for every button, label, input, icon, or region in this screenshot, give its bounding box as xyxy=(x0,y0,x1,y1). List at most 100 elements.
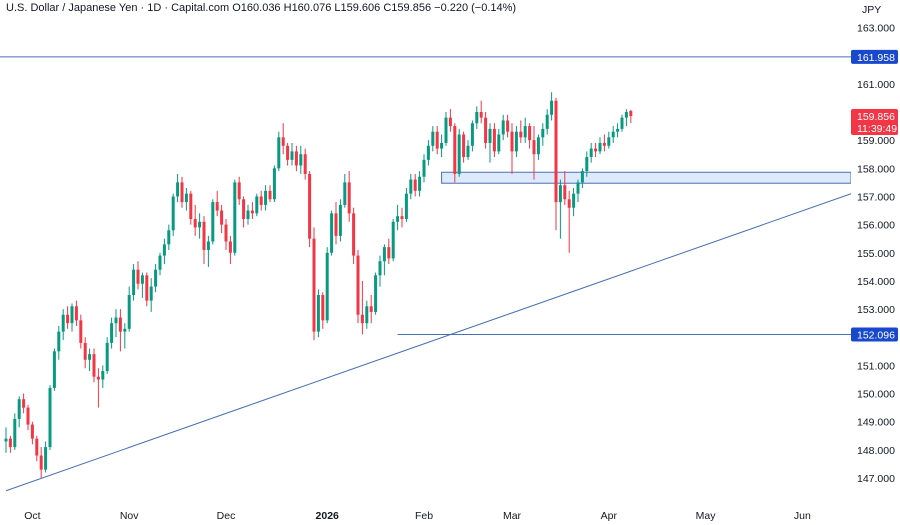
candle xyxy=(167,224,171,250)
candle-body xyxy=(448,117,452,127)
candle xyxy=(158,252,162,276)
candle-body xyxy=(572,193,576,208)
candle xyxy=(220,204,224,234)
candle xyxy=(22,393,26,414)
candle-body xyxy=(145,275,149,301)
price-axis[interactable]: JPY 147.000 148.000 149.000 150.000 151.000 1… xyxy=(851,0,900,525)
level-badge xyxy=(851,327,898,342)
candle xyxy=(404,188,408,222)
ohlc-close: C159.856 xyxy=(383,2,432,14)
candle-body xyxy=(272,168,276,200)
candle xyxy=(105,337,109,374)
symbol-title[interactable]: U.S. Dollar / Japanese Yen · 1D · Capita… xyxy=(6,2,230,14)
time-tick-label: Jun xyxy=(794,510,811,522)
candle xyxy=(4,427,8,453)
candle-body xyxy=(92,354,96,377)
candle xyxy=(250,202,254,219)
candle-body xyxy=(554,100,558,203)
candle-body xyxy=(506,120,510,132)
time-axis[interactable]: Oct Nov Dec 2026 Feb Mar Apr May Jun xyxy=(24,510,811,522)
time-tick-label: Feb xyxy=(415,510,433,522)
candle xyxy=(321,292,325,329)
candle-body xyxy=(580,171,584,183)
candle xyxy=(488,123,492,163)
candle-body xyxy=(435,131,439,149)
candle-body xyxy=(294,151,298,166)
candle-body xyxy=(369,306,373,312)
candle xyxy=(255,193,259,217)
candle xyxy=(528,123,532,149)
candle xyxy=(457,128,461,177)
candle-body xyxy=(343,182,347,205)
candle-body xyxy=(426,145,430,160)
candle xyxy=(484,111,488,149)
candle xyxy=(325,247,329,324)
candle xyxy=(598,137,602,155)
candle xyxy=(440,134,444,158)
price-tick-label: 161.000 xyxy=(857,79,895,91)
candle-body xyxy=(514,131,518,152)
time-tick-label: Oct xyxy=(24,510,40,522)
candle xyxy=(554,97,558,231)
candle-body xyxy=(83,342,87,360)
candle xyxy=(563,171,567,205)
time-tick-label: 2026 xyxy=(316,510,340,522)
candle-body xyxy=(378,261,382,276)
candle xyxy=(343,173,347,208)
price-tick-label: 150.000 xyxy=(857,389,895,401)
candle-body xyxy=(140,275,144,284)
candle xyxy=(290,142,294,166)
candle xyxy=(418,171,422,197)
candle xyxy=(123,323,127,349)
candle-body xyxy=(360,314,364,324)
candle xyxy=(189,190,193,225)
candle-body xyxy=(206,241,210,250)
candle xyxy=(567,190,571,253)
candle-body xyxy=(22,399,26,408)
candle xyxy=(118,309,122,352)
price-tick-label: 163.000 xyxy=(857,23,895,35)
price-tick-label: 147.000 xyxy=(857,473,895,485)
candle xyxy=(211,199,215,245)
candle-body xyxy=(374,275,378,312)
candle xyxy=(629,109,633,124)
price-tick-label: 148.000 xyxy=(857,445,895,457)
candle-body xyxy=(4,438,8,442)
candle-body xyxy=(237,182,241,200)
candle-body xyxy=(224,224,228,242)
candle-body xyxy=(550,100,554,115)
candle-body xyxy=(624,111,628,118)
candle-body xyxy=(162,244,166,256)
candle-body xyxy=(30,424,34,439)
candle xyxy=(580,168,584,189)
candle-body xyxy=(127,295,131,329)
candle-body xyxy=(338,204,342,236)
trendline-layer xyxy=(5,193,852,492)
ohlc-low: L159.606 xyxy=(334,2,381,14)
candle xyxy=(184,188,188,211)
level-badge-label: 152.096 xyxy=(857,330,895,342)
candle xyxy=(426,140,430,166)
candle xyxy=(462,131,466,163)
candle xyxy=(616,123,620,138)
candle xyxy=(264,185,268,211)
candles xyxy=(4,92,633,479)
candle xyxy=(312,227,316,341)
candle-body xyxy=(136,269,140,284)
candle-body xyxy=(167,230,171,245)
candle-body xyxy=(589,148,593,158)
candle xyxy=(206,235,210,267)
candle-body xyxy=(17,399,21,419)
candle-body xyxy=(457,134,461,174)
candle-body xyxy=(453,126,457,174)
candle xyxy=(387,238,391,265)
candle-body xyxy=(264,190,268,205)
candle xyxy=(272,165,276,203)
candle-body xyxy=(629,110,633,117)
candle xyxy=(536,134,540,160)
candle xyxy=(620,114,624,132)
time-tick-label: Apr xyxy=(601,510,618,522)
candle-body xyxy=(277,137,281,169)
